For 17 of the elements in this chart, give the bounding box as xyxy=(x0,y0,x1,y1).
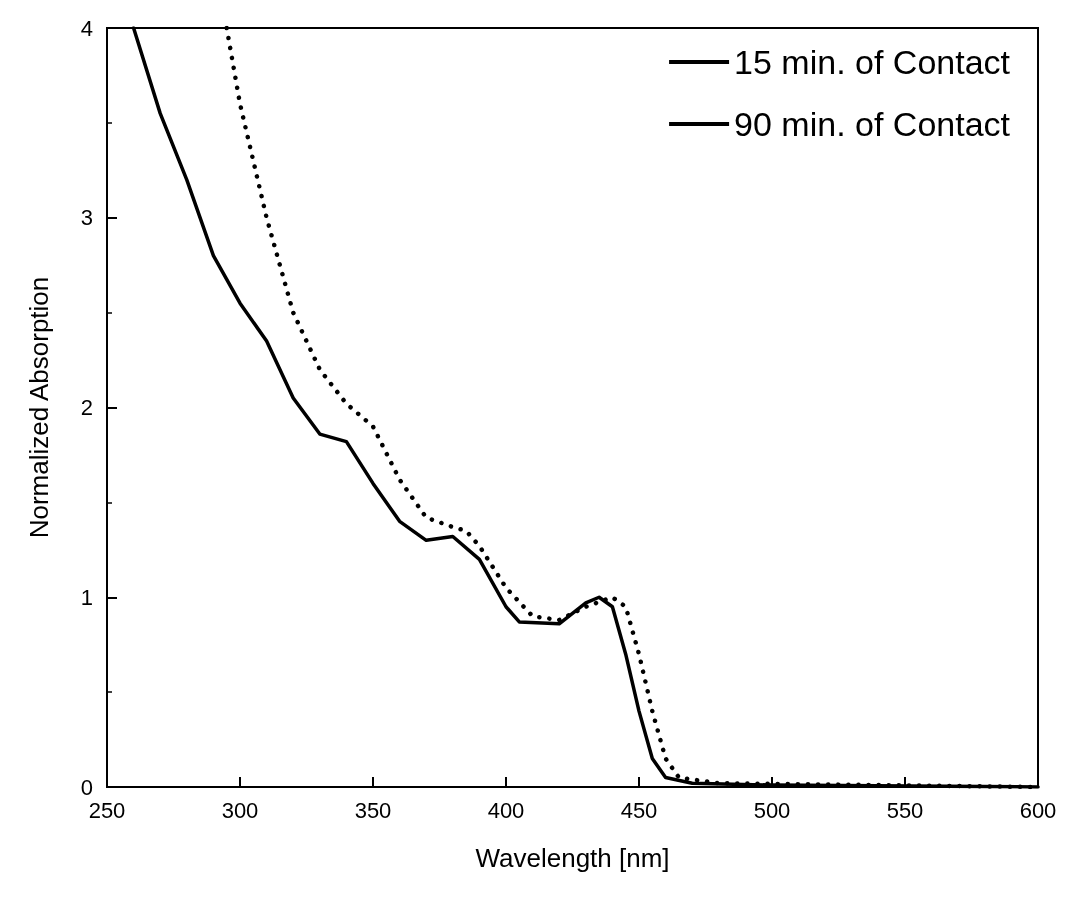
x-tick-label: 550 xyxy=(886,797,924,823)
x-tick-label: 350 xyxy=(354,797,392,823)
y-tick-label: 4 xyxy=(80,15,93,41)
x-tick-label: 500 xyxy=(753,797,791,823)
y-tick-label: 2 xyxy=(80,395,93,420)
x-axis-title: Wavelength [nm] xyxy=(475,843,670,873)
x-tick-label: 300 xyxy=(221,797,259,823)
y-axis-title: Normalized Absorption xyxy=(24,276,54,539)
legend-label: 90 min. of Contact xyxy=(734,105,1011,143)
y-tick-label: 0 xyxy=(80,774,93,800)
x-tick-label: 250 xyxy=(88,797,126,823)
x-tick-label: 600 xyxy=(1019,797,1057,823)
y-tick-label: 3 xyxy=(80,205,93,231)
y-tick-label: 1 xyxy=(80,584,93,610)
legend-label: 15 min. of Contact xyxy=(734,43,1011,81)
x-tick-label: 450 xyxy=(620,797,658,823)
x-tick-label: 400 xyxy=(487,797,525,823)
